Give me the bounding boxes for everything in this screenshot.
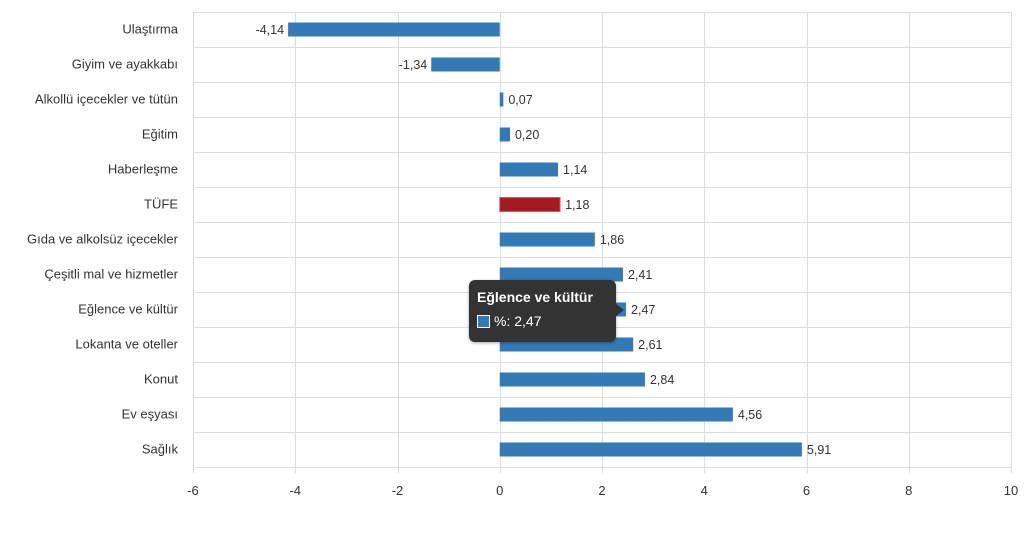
x-tick-label: -2 <box>392 483 404 498</box>
data-label: 5,91 <box>807 443 831 457</box>
tooltip-title: Eğlence ve kültür <box>477 289 593 305</box>
category-label: Ev eşyası <box>122 407 178 422</box>
category-label: Eğlence ve kültür <box>78 302 178 317</box>
tooltip-series-swatch <box>477 314 490 328</box>
bar <box>499 232 595 247</box>
category-labels: Ulaştırma Giyim ve ayakkabı Alkollü içecek… <box>27 22 179 457</box>
bar <box>499 162 559 177</box>
data-label: 2,47 <box>631 303 655 317</box>
data-label: 0,07 <box>508 93 532 107</box>
data-label: 2,41 <box>628 268 652 282</box>
data-label: 2,84 <box>650 373 674 387</box>
category-label: Sağlık <box>142 442 179 457</box>
category-label: Ulaştırma <box>122 22 178 37</box>
category-label: Konut <box>144 372 178 387</box>
bar <box>499 407 733 422</box>
tooltip-caret <box>616 304 624 316</box>
bar <box>288 22 500 37</box>
category-label: Gıda ve alkolsüz içecekler <box>27 232 179 247</box>
data-label: -4,14 <box>256 23 285 37</box>
tooltip-value-text: %: 2,47 <box>494 313 542 329</box>
category-label: Alkollü içecekler ve tütün <box>35 92 178 107</box>
x-tick-label: -4 <box>289 483 301 498</box>
x-tick-label: 2 <box>598 483 605 498</box>
bar <box>499 372 645 387</box>
bar <box>499 92 504 107</box>
category-label: Çeşitli mal ve hizmetler <box>44 267 178 282</box>
x-tick-label: -6 <box>187 483 199 498</box>
data-label: 1,14 <box>563 163 587 177</box>
x-tick-label: 0 <box>496 483 503 498</box>
data-label: -1,34 <box>399 58 428 72</box>
category-label: Lokanta ve oteller <box>75 337 178 352</box>
bars <box>288 22 802 457</box>
data-label: 1,18 <box>565 198 589 212</box>
bar <box>499 127 510 142</box>
x-axis-tick-labels: -6 -4 -2 0 2 4 6 8 10 <box>187 483 1018 498</box>
x-tick-label: 10 <box>1004 483 1018 498</box>
category-label: Giyim ve ayakkabı <box>72 57 178 72</box>
x-tick-label: 4 <box>701 483 708 498</box>
bar-highlighted <box>499 197 561 212</box>
data-label: 0,20 <box>515 128 539 142</box>
vertical-gridlines <box>193 12 1012 473</box>
chart-tooltip: Eğlence ve kültür %: 2,47 <box>469 280 624 342</box>
data-label: 4,56 <box>738 408 762 422</box>
x-tick-label: 6 <box>803 483 810 498</box>
bar <box>431 57 500 72</box>
bar <box>499 267 623 282</box>
x-tick-label: 8 <box>905 483 912 498</box>
tooltip-body: %: 2,47 <box>477 312 608 330</box>
category-label: Eğitim <box>142 127 178 142</box>
category-label: Haberleşme <box>108 162 178 177</box>
data-label: 2,61 <box>638 338 662 352</box>
value-labels: -4,14 -1,34 0,07 0,20 1,14 1,18 1,86 2,41 2,47 2,… <box>256 23 832 457</box>
bar <box>499 442 802 457</box>
category-label: TÜFE <box>144 197 178 212</box>
data-label: 1,86 <box>600 233 624 247</box>
